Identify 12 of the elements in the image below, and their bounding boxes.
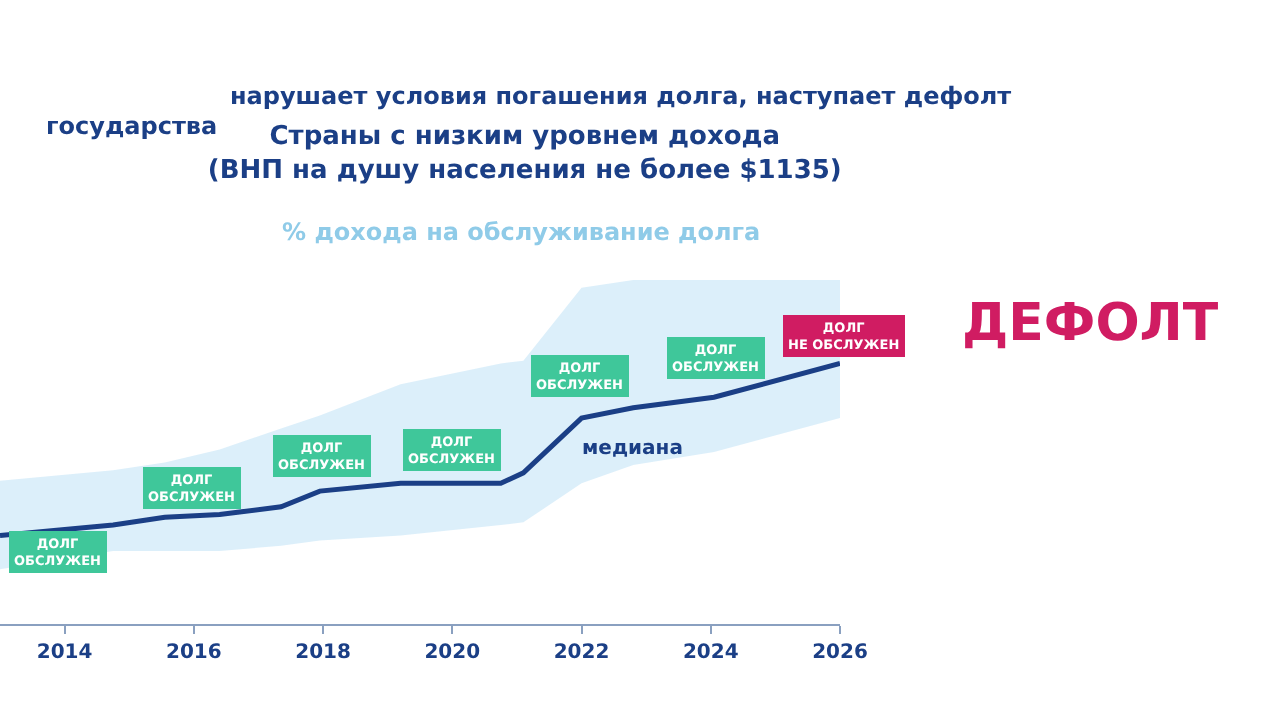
x-tick-label: 2024 bbox=[682, 642, 739, 664]
x-tick-label: 2026 bbox=[812, 642, 868, 664]
series-label: медиана bbox=[582, 438, 683, 460]
x-tick-label: 2018 bbox=[295, 642, 351, 664]
x-tick-label: 2014 bbox=[36, 642, 93, 664]
text: нарушает условия погашения долга, наступает дефолт bbox=[230, 82, 1012, 110]
chart-subtitle: % дохода на обслуживание долга bbox=[282, 218, 761, 246]
text: государства bbox=[46, 112, 218, 140]
x-tick-label: 2020 bbox=[424, 642, 481, 664]
x-tick-label: 2016 bbox=[166, 642, 222, 664]
text: ДЕФОЛТ bbox=[962, 294, 1219, 354]
x-tick-label: 2022 bbox=[553, 642, 610, 664]
